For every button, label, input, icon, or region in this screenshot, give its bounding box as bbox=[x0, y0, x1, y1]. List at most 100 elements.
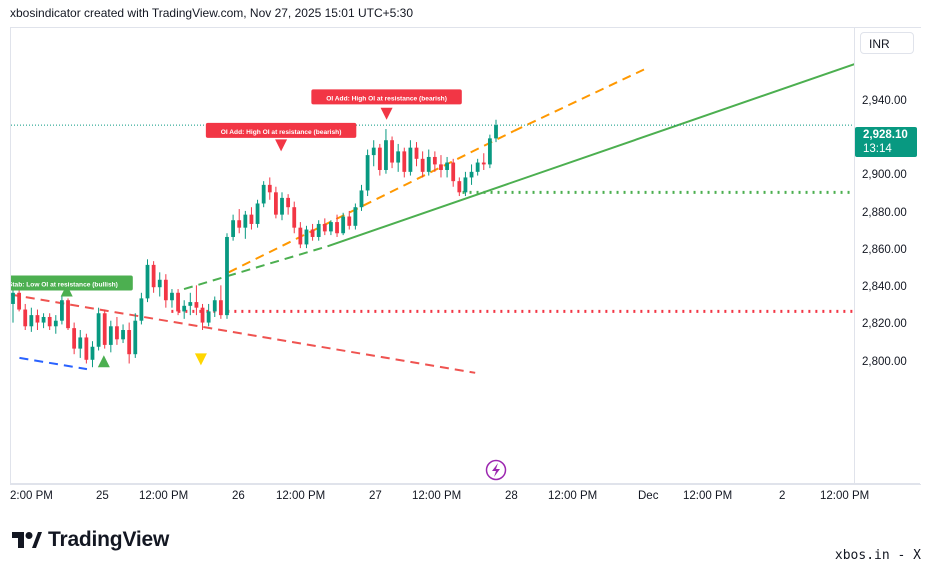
candle bbox=[84, 333, 89, 364]
candle-body bbox=[121, 330, 125, 340]
time-tick-label: 2 bbox=[779, 490, 786, 502]
candle-body bbox=[463, 177, 468, 193]
candle bbox=[11, 289, 15, 323]
candle-body bbox=[469, 171, 474, 178]
candle bbox=[218, 285, 223, 319]
candle-body bbox=[365, 155, 370, 191]
candle-body bbox=[225, 236, 229, 316]
candle bbox=[72, 322, 77, 355]
candle-body bbox=[127, 330, 132, 355]
candle bbox=[108, 320, 113, 353]
candle bbox=[494, 119, 498, 143]
time-tick-label: 12:00 PM bbox=[548, 490, 598, 502]
candle bbox=[347, 210, 352, 230]
candle bbox=[408, 140, 413, 176]
candle bbox=[225, 233, 229, 319]
time-tick-label: 28 bbox=[505, 490, 518, 502]
candle-body bbox=[151, 264, 156, 288]
candlestick-chart[interactable]: OI Add: High OI at resistance (bearish) O… bbox=[11, 28, 855, 484]
candle-body bbox=[402, 151, 407, 172]
signal-label: OI Add: High OI at resistance (bearish) bbox=[311, 89, 462, 105]
candle-body bbox=[280, 197, 284, 215]
candle-body bbox=[188, 302, 193, 306]
lightning-icon[interactable] bbox=[485, 459, 507, 481]
candle bbox=[469, 164, 474, 185]
candle-body bbox=[316, 223, 321, 237]
candle bbox=[329, 220, 333, 236]
candle-body bbox=[341, 216, 346, 234]
chart-area[interactable]: OI Add: High OI at resistance (bearish) O… bbox=[10, 27, 855, 485]
last-price-value: 2,928.10 bbox=[863, 129, 908, 141]
candle-body bbox=[371, 147, 376, 156]
signal-label-text: OI Add: High OI at resistance (bearish) bbox=[326, 95, 447, 102]
currency-selector[interactable]: INR bbox=[860, 32, 914, 54]
candle-body bbox=[249, 214, 254, 224]
time-tick-label: 2:00 PM bbox=[10, 490, 53, 502]
candle bbox=[206, 303, 211, 327]
time-tick-label: 26 bbox=[232, 490, 245, 502]
candle-body bbox=[359, 190, 364, 208]
candle-body bbox=[212, 300, 217, 312]
candle-body bbox=[11, 292, 15, 304]
candle bbox=[316, 220, 321, 241]
candle bbox=[310, 223, 315, 241]
signal-marker-down-icon bbox=[194, 353, 207, 366]
price-tick-label: 2,900.00 bbox=[862, 169, 907, 182]
candle-body bbox=[292, 207, 297, 228]
candle-body bbox=[243, 214, 248, 228]
logo-text: TradingView bbox=[48, 528, 170, 551]
tradingview-logo[interactable]: TradingView bbox=[12, 528, 169, 552]
candle-body bbox=[255, 203, 260, 224]
candle bbox=[255, 199, 260, 228]
signal-label-box bbox=[205, 122, 357, 138]
candle bbox=[237, 209, 242, 234]
time-tick-label: 27 bbox=[369, 490, 382, 502]
candle bbox=[96, 307, 101, 351]
signal-label-box bbox=[311, 89, 462, 105]
candle-body bbox=[170, 292, 174, 301]
candle-body bbox=[304, 229, 309, 245]
candle bbox=[445, 156, 449, 178]
chart-header: xbosindicator created with TradingView.c… bbox=[10, 6, 414, 20]
candle-body bbox=[96, 313, 101, 347]
candle bbox=[102, 309, 107, 349]
candle-body bbox=[426, 156, 431, 172]
candle bbox=[200, 303, 205, 331]
time-tick-label: 12:00 PM bbox=[683, 490, 733, 502]
candle bbox=[402, 147, 407, 178]
candle-body bbox=[53, 320, 58, 327]
price-axis[interactable] bbox=[854, 27, 921, 485]
price-tick-label: 2,820.00 bbox=[862, 318, 907, 331]
signal-marker-down-icon bbox=[275, 139, 288, 152]
candle-body bbox=[353, 207, 358, 226]
candle-body bbox=[231, 220, 235, 237]
candle-body bbox=[451, 162, 456, 182]
candle bbox=[133, 313, 138, 358]
candle bbox=[396, 143, 401, 172]
candle-body bbox=[274, 192, 278, 215]
signal-label: OI Add: High OI at resistance (bearish) bbox=[205, 122, 357, 138]
candle-body bbox=[17, 292, 22, 310]
candle bbox=[274, 186, 278, 219]
candle bbox=[420, 151, 425, 178]
candle bbox=[47, 313, 52, 331]
candle-body bbox=[487, 138, 492, 165]
candle-body bbox=[457, 181, 462, 193]
candle bbox=[335, 214, 339, 237]
candle-body bbox=[84, 337, 89, 360]
candle bbox=[426, 149, 431, 176]
candle-body bbox=[41, 316, 46, 323]
signal-label-text: Stab: Low OI at resistance (bullish) bbox=[11, 281, 118, 288]
candle-body bbox=[47, 316, 52, 327]
candle bbox=[17, 289, 22, 312]
signal-marker-down-icon bbox=[380, 107, 393, 120]
candle bbox=[341, 212, 346, 236]
candle-body bbox=[335, 222, 339, 234]
time-axis[interactable] bbox=[10, 483, 920, 510]
candle bbox=[371, 140, 376, 167]
candle bbox=[432, 151, 437, 172]
candle bbox=[414, 142, 419, 167]
candle bbox=[29, 307, 34, 332]
candle-body bbox=[200, 307, 205, 323]
candle-body bbox=[218, 300, 223, 316]
